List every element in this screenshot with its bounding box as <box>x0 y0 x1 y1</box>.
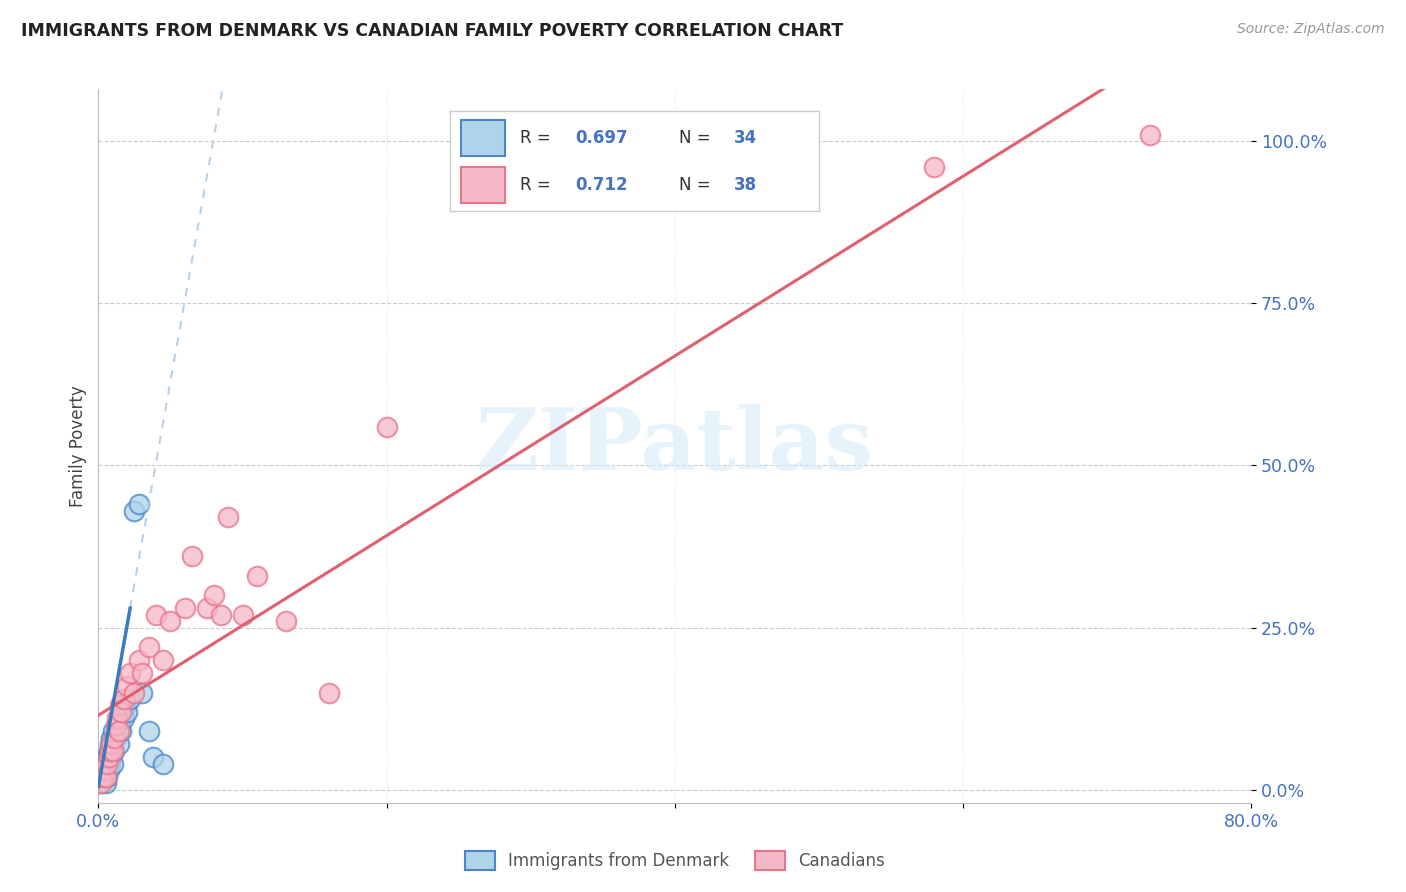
Point <box>94 756 117 771</box>
Point <box>142 750 165 764</box>
Point <box>131 685 153 699</box>
Point <box>174 601 197 615</box>
Text: IMMIGRANTS FROM DENMARK VS CANADIAN FAMILY POVERTY CORRELATION CHART: IMMIGRANTS FROM DENMARK VS CANADIAN FAMI… <box>21 22 844 40</box>
Point <box>922 160 945 174</box>
Legend: Immigrants from Denmark, Canadians: Immigrants from Denmark, Canadians <box>458 844 891 877</box>
Point <box>202 588 225 602</box>
Point <box>124 685 146 699</box>
Point <box>209 607 232 622</box>
Point <box>97 744 120 758</box>
Point <box>100 731 122 745</box>
Point <box>96 750 118 764</box>
Point <box>246 568 269 582</box>
Point <box>117 705 138 719</box>
Point <box>98 738 121 752</box>
Point <box>110 724 132 739</box>
Point <box>97 764 120 778</box>
Point <box>274 614 297 628</box>
Point <box>93 770 115 784</box>
Point <box>195 601 218 615</box>
Point <box>107 724 129 739</box>
Point <box>101 744 124 758</box>
Point <box>318 685 340 699</box>
Point <box>97 750 120 764</box>
Point <box>100 750 122 764</box>
Point <box>96 770 118 784</box>
Point <box>90 776 112 790</box>
Point <box>217 510 239 524</box>
Point <box>124 504 146 518</box>
Text: Source: ZipAtlas.com: Source: ZipAtlas.com <box>1237 22 1385 37</box>
Point <box>152 756 174 771</box>
Point <box>101 756 124 771</box>
Point <box>152 653 174 667</box>
Point <box>181 549 204 564</box>
Point <box>108 698 131 713</box>
Point <box>231 607 254 622</box>
Point <box>114 698 136 713</box>
Point <box>105 711 128 725</box>
Point <box>91 770 114 784</box>
Point <box>94 764 117 778</box>
Point <box>138 724 160 739</box>
Point <box>111 705 134 719</box>
Point <box>120 692 142 706</box>
Point <box>103 731 125 745</box>
Point <box>159 614 181 628</box>
Point <box>145 607 167 622</box>
Point <box>101 724 124 739</box>
Point <box>131 666 153 681</box>
Point <box>103 744 125 758</box>
Point <box>93 764 115 778</box>
Point <box>128 497 150 511</box>
Point <box>112 711 135 725</box>
Point <box>108 718 131 732</box>
Point <box>112 692 135 706</box>
Point <box>90 776 112 790</box>
Point <box>110 705 132 719</box>
Text: ZIPatlas: ZIPatlas <box>475 404 875 488</box>
Point <box>105 718 128 732</box>
Point <box>138 640 160 654</box>
Point <box>94 770 117 784</box>
Y-axis label: Family Poverty: Family Poverty <box>69 385 87 507</box>
Point <box>107 738 129 752</box>
Point <box>104 718 127 732</box>
Point <box>91 770 114 784</box>
Point <box>100 738 122 752</box>
Point <box>98 744 121 758</box>
Point <box>94 776 117 790</box>
Point <box>128 653 150 667</box>
Point <box>96 756 118 771</box>
Point <box>120 666 142 681</box>
Point <box>93 764 115 778</box>
Point <box>104 731 127 745</box>
Point <box>375 419 398 434</box>
Point <box>117 679 138 693</box>
Point <box>98 756 121 771</box>
Point <box>1139 128 1161 142</box>
